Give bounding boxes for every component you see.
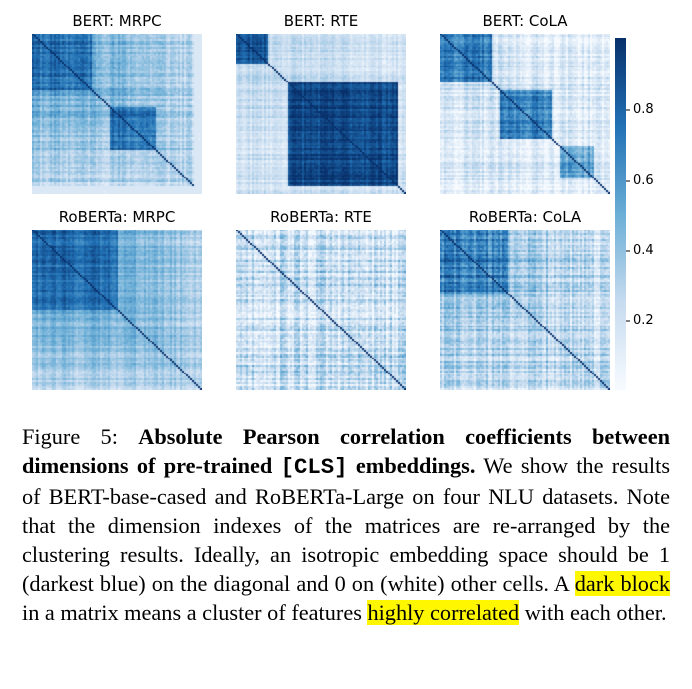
caption-highlight-highly-correlated: highly correlated	[367, 600, 520, 625]
caption-highlight-dark-block: dark block	[574, 571, 670, 596]
colorbar	[615, 38, 630, 390]
heatmap-bert-mrpc	[32, 34, 202, 194]
heatmap-bert-cola	[440, 34, 610, 194]
colorbar-tick-0-8: 0.8	[633, 102, 654, 117]
panel-title-bert-rte: BERT: RTE	[283, 12, 359, 30]
panel-title-roberta-rte: RoBERTa: RTE	[270, 208, 372, 226]
caption-text-1: We show the results of BERT-base-cased a…	[22, 453, 670, 596]
panel-title-roberta-mrpc: RoBERTa: MRPC	[58, 208, 176, 226]
colorbar-tick-0-6: 0.6	[633, 173, 654, 188]
panel-title-roberta-cola: RoBERTa: CoLA	[468, 208, 582, 226]
caption-bold-title: Absolute Pearson correlation coefficient…	[22, 424, 670, 478]
heatmap-roberta-cola	[440, 230, 610, 390]
figure: BERT: MRPC BERT: RTE BERT: CoLA RoBERTa:…	[32, 12, 654, 390]
panel-title-bert-cola: BERT: CoLA	[482, 12, 568, 30]
panel-title-bert-mrpc: BERT: MRPC	[72, 12, 162, 30]
figure-caption: Figure 5: Absolute Pearson correlation c…	[22, 422, 670, 627]
caption-label: Figure 5:	[22, 424, 118, 449]
caption-text-2: in a matrix means a cluster of features	[22, 600, 362, 625]
colorbar-tick-0-4: 0.4	[633, 243, 654, 258]
heatmap-roberta-rte	[236, 230, 406, 390]
caption-bold-end: embeddings.	[355, 453, 476, 478]
heatmap-roberta-mrpc	[32, 230, 202, 390]
caption-code-cls: [CLS]	[280, 454, 348, 480]
heatmap-bert-rte	[236, 34, 406, 194]
colorbar-tick-0-2: 0.2	[633, 313, 654, 328]
caption-text-3: with each other.	[524, 600, 667, 625]
